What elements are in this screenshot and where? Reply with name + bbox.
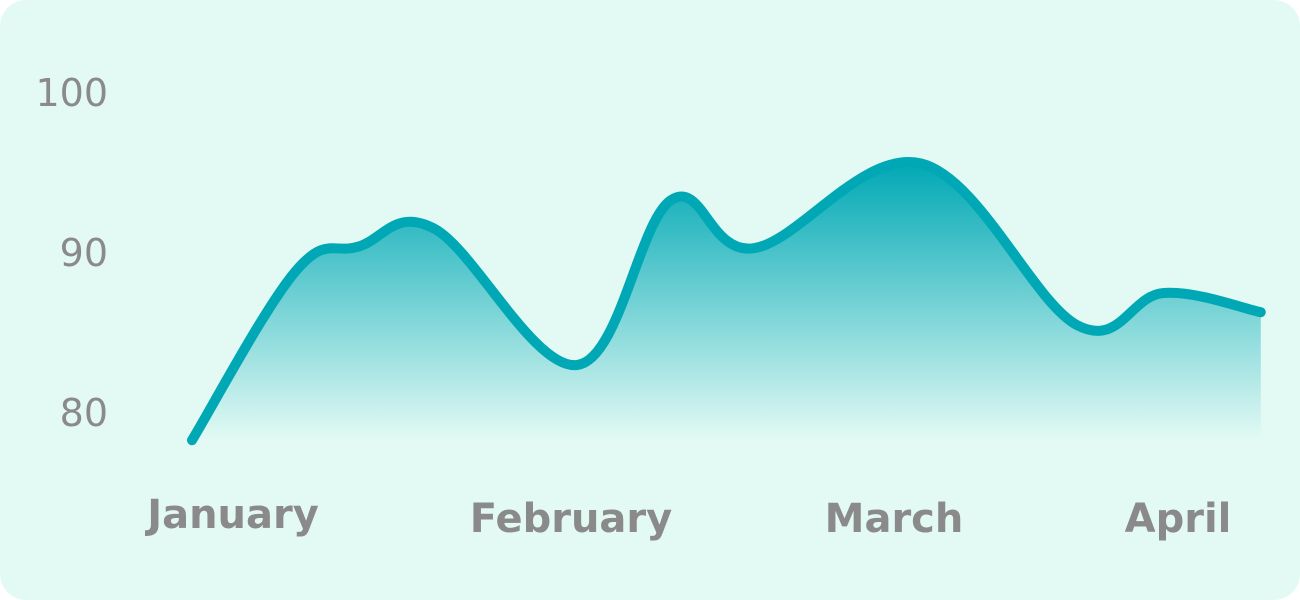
x-tick-label: April [1125, 496, 1232, 542]
x-tick-label: February [470, 496, 672, 542]
x-tick-label: January [144, 492, 319, 538]
y-tick-label: 80 [60, 391, 108, 435]
x-tick-label: March [825, 496, 964, 542]
series-line [187, 157, 1266, 446]
y-tick-label: 90 [60, 231, 108, 275]
y-tick-label: 100 [35, 71, 108, 115]
